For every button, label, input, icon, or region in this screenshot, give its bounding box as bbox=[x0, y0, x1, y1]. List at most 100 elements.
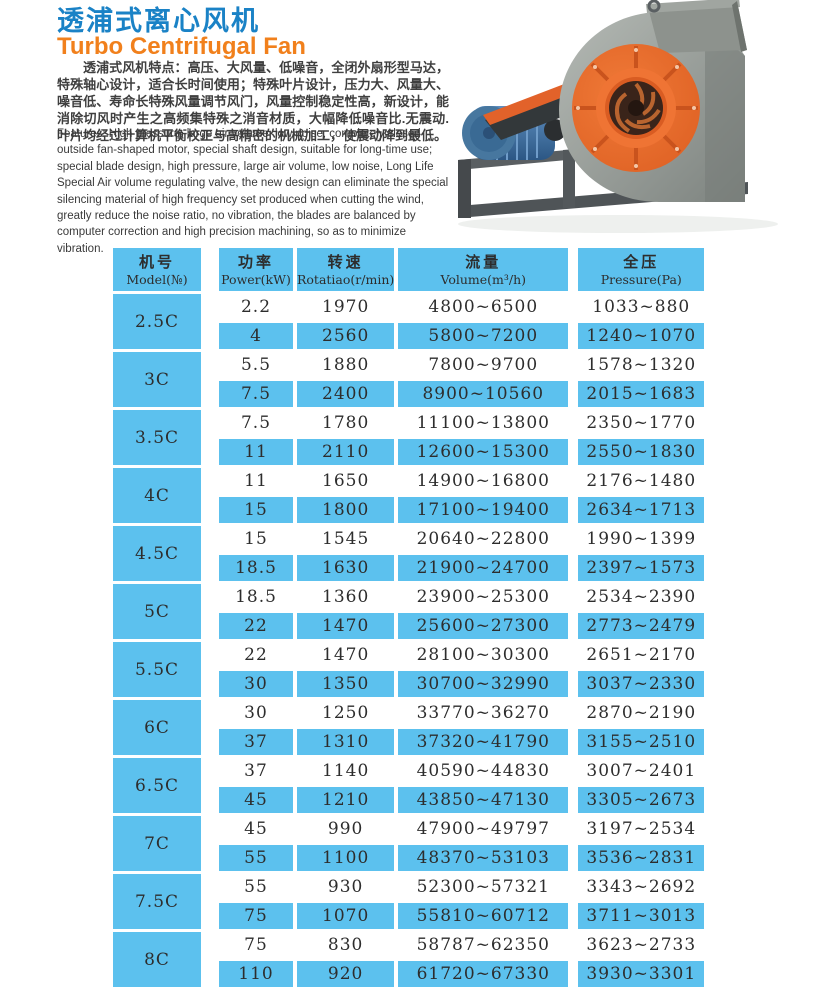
speed-cell: 1310 bbox=[297, 729, 395, 755]
intro-paragraph-chinese: 透浦式风机特点：高压、大风量、低噪音，全闭外扇形型马达，特殊轴心设计，适合长时间… bbox=[57, 60, 449, 143]
power-cell: 75 bbox=[219, 932, 293, 958]
power-cell: 4 bbox=[219, 323, 293, 349]
pressure-cell: 2015~1683 bbox=[578, 381, 705, 407]
table-row: 3C 5.5 1880 7800~9700 1578~1320 bbox=[113, 352, 705, 407]
speed-cell: 990 bbox=[297, 816, 395, 842]
power-cell: 7.5 bbox=[219, 381, 293, 407]
speed-cell: 1780 bbox=[297, 410, 395, 436]
power-cell: 110 bbox=[219, 961, 293, 987]
pressure-cell: 1033~880 bbox=[578, 294, 705, 320]
power-cell: 30 bbox=[219, 700, 293, 726]
pressure-cell: 2350~1770 bbox=[578, 410, 705, 436]
header-speed: 转速 Rotatiao(r/min) bbox=[297, 248, 395, 291]
table-row: 4C 11 1650 14900~16800 2176~1480 bbox=[113, 468, 705, 523]
pressure-cell: 2534~2390 bbox=[578, 584, 705, 610]
table-row: 7C 45 990 47900~49797 3197~2534 bbox=[113, 816, 705, 871]
model-cell: 8C bbox=[113, 932, 215, 987]
model-cell: 7.5C bbox=[113, 874, 215, 929]
model-cell: 4C bbox=[113, 468, 215, 523]
model-cell: 5.5C bbox=[113, 642, 215, 697]
pressure-cell: 2176~1480 bbox=[578, 468, 705, 494]
power-cell: 15 bbox=[219, 526, 293, 552]
volume-cell: 55810~60712 bbox=[398, 903, 575, 929]
speed-cell: 2110 bbox=[297, 439, 395, 465]
speed-cell: 1630 bbox=[297, 555, 395, 581]
volume-cell: 25600~27300 bbox=[398, 613, 575, 639]
spec-table-container: 机号 Model(№) 功率 Power(kW) 转速 Rotatiao(r/m… bbox=[109, 245, 708, 990]
header-pressure: 全压 Pressure(Pa) bbox=[578, 248, 705, 291]
volume-cell: 4800~6500 bbox=[398, 294, 575, 320]
volume-cell: 14900~16800 bbox=[398, 468, 575, 494]
table-row: 4.5C 15 1545 20640~22800 1990~1399 bbox=[113, 526, 705, 581]
power-cell: 11 bbox=[219, 439, 293, 465]
header-pressure-en: Pressure(Pa) bbox=[600, 272, 682, 287]
table-row: 7.5 2400 8900~10560 2015~1683 bbox=[113, 381, 705, 407]
pressure-cell: 1578~1320 bbox=[578, 352, 705, 378]
table-row: 18.5 1630 21900~24700 2397~1573 bbox=[113, 555, 705, 581]
speed-cell: 1350 bbox=[297, 671, 395, 697]
volume-cell: 43850~47130 bbox=[398, 787, 575, 813]
power-cell: 55 bbox=[219, 845, 293, 871]
model-cell: 4.5C bbox=[113, 526, 215, 581]
pressure-cell: 2397~1573 bbox=[578, 555, 705, 581]
volume-cell: 7800~9700 bbox=[398, 352, 575, 378]
table-row: 6C 30 1250 33770~36270 2870~2190 bbox=[113, 700, 705, 755]
volume-cell: 58787~62350 bbox=[398, 932, 575, 958]
pressure-cell: 1240~1070 bbox=[578, 323, 705, 349]
model-cell: 3.5C bbox=[113, 410, 215, 465]
power-cell: 45 bbox=[219, 816, 293, 842]
header-model-zh: 机号 bbox=[138, 253, 175, 271]
pressure-cell: 2550~1830 bbox=[578, 439, 705, 465]
volume-cell: 11100~13800 bbox=[398, 410, 575, 436]
volume-cell: 5800~7200 bbox=[398, 323, 575, 349]
table-row: 5.5C 22 1470 28100~30300 2651~2170 bbox=[113, 642, 705, 697]
table-row: 3.5C 7.5 1780 11100~13800 2350~1770 bbox=[113, 410, 705, 465]
power-cell: 37 bbox=[219, 729, 293, 755]
header-volume: 流量 Volume(m³/h) bbox=[398, 248, 575, 291]
speed-cell: 1545 bbox=[297, 526, 395, 552]
fan-shadow bbox=[458, 215, 778, 233]
table-row: 30 1350 30700~32990 3037~2330 bbox=[113, 671, 705, 697]
speed-cell: 1650 bbox=[297, 468, 395, 494]
header-model: 机号 Model(№) bbox=[113, 248, 215, 291]
table-row: 55 1100 48370~53103 3536~2831 bbox=[113, 845, 705, 871]
power-cell: 45 bbox=[219, 787, 293, 813]
table-row: 7.5C 55 930 52300~57321 3343~2692 bbox=[113, 874, 705, 929]
speed-cell: 2560 bbox=[297, 323, 395, 349]
header-speed-zh: 转速 bbox=[327, 253, 364, 271]
model-cell: 3C bbox=[113, 352, 215, 407]
pressure-cell: 3037~2330 bbox=[578, 671, 705, 697]
volume-cell: 52300~57321 bbox=[398, 874, 575, 900]
table-row: 45 1210 43850~47130 3305~2673 bbox=[113, 787, 705, 813]
header-power: 功率 Power(kW) bbox=[219, 248, 293, 291]
table-row: 37 1310 37320~41790 3155~2510 bbox=[113, 729, 705, 755]
table-row: 5C 18.5 1360 23900~25300 2534~2390 bbox=[113, 584, 705, 639]
header-speed-en: Rotatiao(r/min) bbox=[297, 272, 395, 287]
speed-cell: 1210 bbox=[297, 787, 395, 813]
volume-cell: 37320~41790 bbox=[398, 729, 575, 755]
pressure-cell: 2651~2170 bbox=[578, 642, 705, 668]
table-row: 6.5C 37 1140 40590~44830 3007~2401 bbox=[113, 758, 705, 813]
table-row: 4 2560 5800~7200 1240~1070 bbox=[113, 323, 705, 349]
volume-cell: 33770~36270 bbox=[398, 700, 575, 726]
volume-cell: 20640~22800 bbox=[398, 526, 575, 552]
power-cell: 2.2 bbox=[219, 294, 293, 320]
page-title-english: Turbo Centrifugal Fan bbox=[57, 33, 306, 60]
table-row: 22 1470 25600~27300 2773~2479 bbox=[113, 613, 705, 639]
speed-cell: 1800 bbox=[297, 497, 395, 523]
speed-cell: 1250 bbox=[297, 700, 395, 726]
model-cell: 6.5C bbox=[113, 758, 215, 813]
table-row: 11 2110 12600~15300 2550~1830 bbox=[113, 439, 705, 465]
volume-cell: 8900~10560 bbox=[398, 381, 575, 407]
volume-cell: 21900~24700 bbox=[398, 555, 575, 581]
pressure-cell: 3155~2510 bbox=[578, 729, 705, 755]
power-cell: 11 bbox=[219, 468, 293, 494]
speed-cell: 830 bbox=[297, 932, 395, 958]
model-cell: 6C bbox=[113, 700, 215, 755]
volume-cell: 47900~49797 bbox=[398, 816, 575, 842]
volume-cell: 61720~67330 bbox=[398, 961, 575, 987]
power-cell: 7.5 bbox=[219, 410, 293, 436]
power-cell: 55 bbox=[219, 874, 293, 900]
pressure-cell: 3007~2401 bbox=[578, 758, 705, 784]
speed-cell: 1070 bbox=[297, 903, 395, 929]
